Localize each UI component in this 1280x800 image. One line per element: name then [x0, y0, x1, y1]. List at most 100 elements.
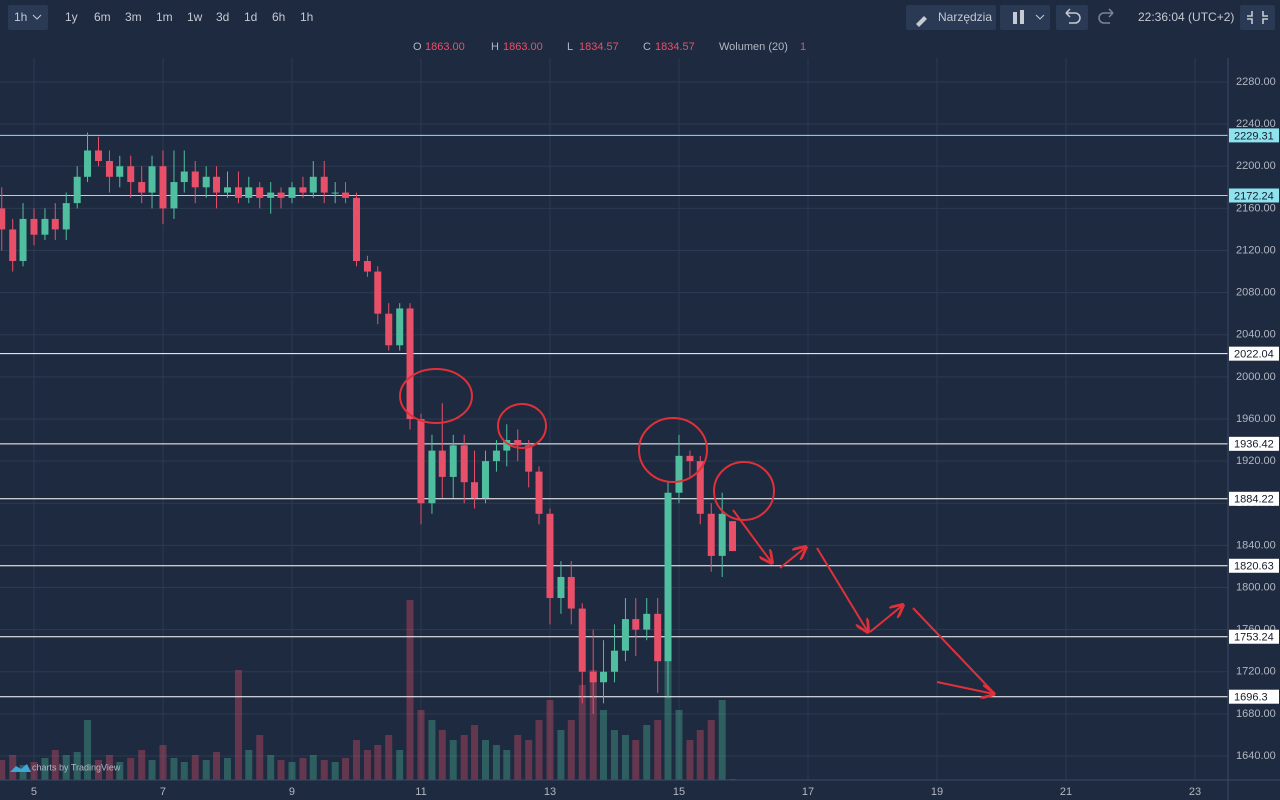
volume-bar — [632, 740, 640, 780]
tools-button[interactable] — [906, 5, 996, 30]
volume-bar — [567, 720, 575, 780]
y-tick-label: 2160.00 — [1236, 202, 1276, 214]
y-tick-label: 2040.00 — [1236, 329, 1276, 341]
interval-button[interactable] — [8, 5, 48, 30]
range-button[interactable]: 1w — [187, 10, 203, 24]
candle-body — [385, 313, 393, 346]
x-tick-label: 5 — [31, 786, 37, 798]
volume-bar — [664, 660, 672, 780]
legend-value: 1863.00 — [425, 41, 465, 53]
legend-key: L — [567, 41, 573, 53]
range-button[interactable]: 1h — [300, 10, 313, 24]
volume-bar — [245, 750, 253, 780]
volume-bar — [525, 740, 533, 780]
volume-bar — [406, 600, 414, 780]
range-button[interactable]: 3m — [125, 10, 142, 24]
volume-bar — [170, 758, 178, 780]
interval-label[interactable]: 1h — [14, 10, 27, 24]
candle-body — [148, 166, 156, 193]
volume-bar — [223, 758, 231, 780]
price-level-tag — [1229, 128, 1279, 143]
candle-body — [578, 608, 586, 672]
candle-body — [417, 419, 425, 504]
candle-body — [267, 192, 275, 198]
price-level-label: 1884.22 — [1234, 494, 1274, 506]
range-button[interactable]: 1m — [156, 10, 173, 24]
volume-bar — [202, 760, 210, 780]
y-tick-label: 1960.00 — [1236, 413, 1276, 425]
y-tick-label: 1840.00 — [1236, 539, 1276, 551]
y-tick-label: 2280.00 — [1236, 76, 1276, 88]
range-button[interactable]: 6m — [94, 10, 111, 24]
candle-body — [567, 576, 575, 609]
tools-label[interactable]: Narzędzia — [938, 10, 992, 24]
volume-bar — [503, 750, 511, 780]
candle-icon — [1020, 10, 1024, 24]
range-button[interactable]: 6h — [272, 10, 285, 24]
range-button[interactable]: 3d — [216, 10, 229, 24]
candle-body — [213, 176, 221, 193]
range-button[interactable]: 1y — [65, 10, 78, 24]
volume-bar — [546, 700, 554, 780]
volume-bar — [105, 755, 113, 780]
legend-volume-value: 1 — [800, 41, 806, 53]
volume-bar — [41, 758, 49, 780]
price-level-label: 2172.24 — [1234, 190, 1274, 202]
x-tick-label: 17 — [802, 786, 814, 798]
redo-button[interactable] — [1098, 8, 1114, 24]
volume-bar — [159, 745, 167, 780]
y-tick-label: 2200.00 — [1236, 160, 1276, 172]
candle-body — [299, 187, 307, 193]
undo-button[interactable] — [1056, 5, 1088, 30]
volume-bar — [374, 745, 382, 780]
legend-value: 1834.57 — [579, 41, 619, 53]
candle-body — [438, 450, 446, 477]
volume-bar — [449, 740, 457, 780]
candle-body — [643, 613, 651, 630]
volume-bar — [256, 735, 264, 780]
price-level-label: 2229.31 — [1234, 130, 1274, 142]
axes: 1640.001680.001720.001760.001800.001840.… — [31, 76, 1279, 798]
candle-body — [223, 187, 231, 193]
volume-bar — [277, 760, 285, 780]
volume-bar — [492, 745, 500, 780]
grid — [0, 58, 1228, 780]
arrow — [816, 547, 868, 632]
price-level-tag — [1229, 491, 1279, 506]
volume-bar — [696, 730, 704, 780]
chart-type-button[interactable] — [1000, 5, 1050, 30]
arrow — [869, 605, 903, 633]
volume-bar — [621, 735, 629, 780]
price-level-tag — [1229, 346, 1279, 361]
candle-body — [686, 455, 694, 462]
circle — [713, 461, 775, 521]
volume-bar — [514, 735, 522, 780]
circle — [399, 368, 473, 424]
candle-body — [664, 492, 672, 662]
arrow — [912, 607, 994, 693]
volume-bar — [234, 670, 242, 780]
candle-body — [320, 176, 328, 193]
candle-body — [406, 308, 414, 419]
volume-bar — [578, 685, 586, 780]
price-level-tag — [1229, 689, 1279, 704]
candle-icon — [1013, 12, 1017, 24]
candle-body — [180, 171, 188, 183]
dropdown-icon — [32, 14, 42, 20]
volume-bar — [643, 725, 651, 780]
fullscreen-button[interactable] — [1240, 5, 1275, 30]
volume-bar — [352, 740, 360, 780]
price-level-label: 1753.24 — [1234, 632, 1274, 644]
volume-bar — [471, 725, 479, 780]
candle-body — [471, 482, 479, 498]
annotations — [399, 368, 994, 694]
x-tick-label: 21 — [1060, 786, 1072, 798]
range-button[interactable]: 1d — [244, 10, 257, 24]
volume-bar — [299, 758, 307, 780]
candles — [0, 132, 737, 714]
candle-body — [707, 513, 715, 556]
legend: O 1863.00 H 1863.00 L 1834.57 C 1834.57 Wolumen … — [413, 41, 806, 53]
x-tick-label: 19 — [931, 786, 943, 798]
candle-body — [621, 619, 629, 651]
y-tick-label: 1640.00 — [1236, 750, 1276, 762]
